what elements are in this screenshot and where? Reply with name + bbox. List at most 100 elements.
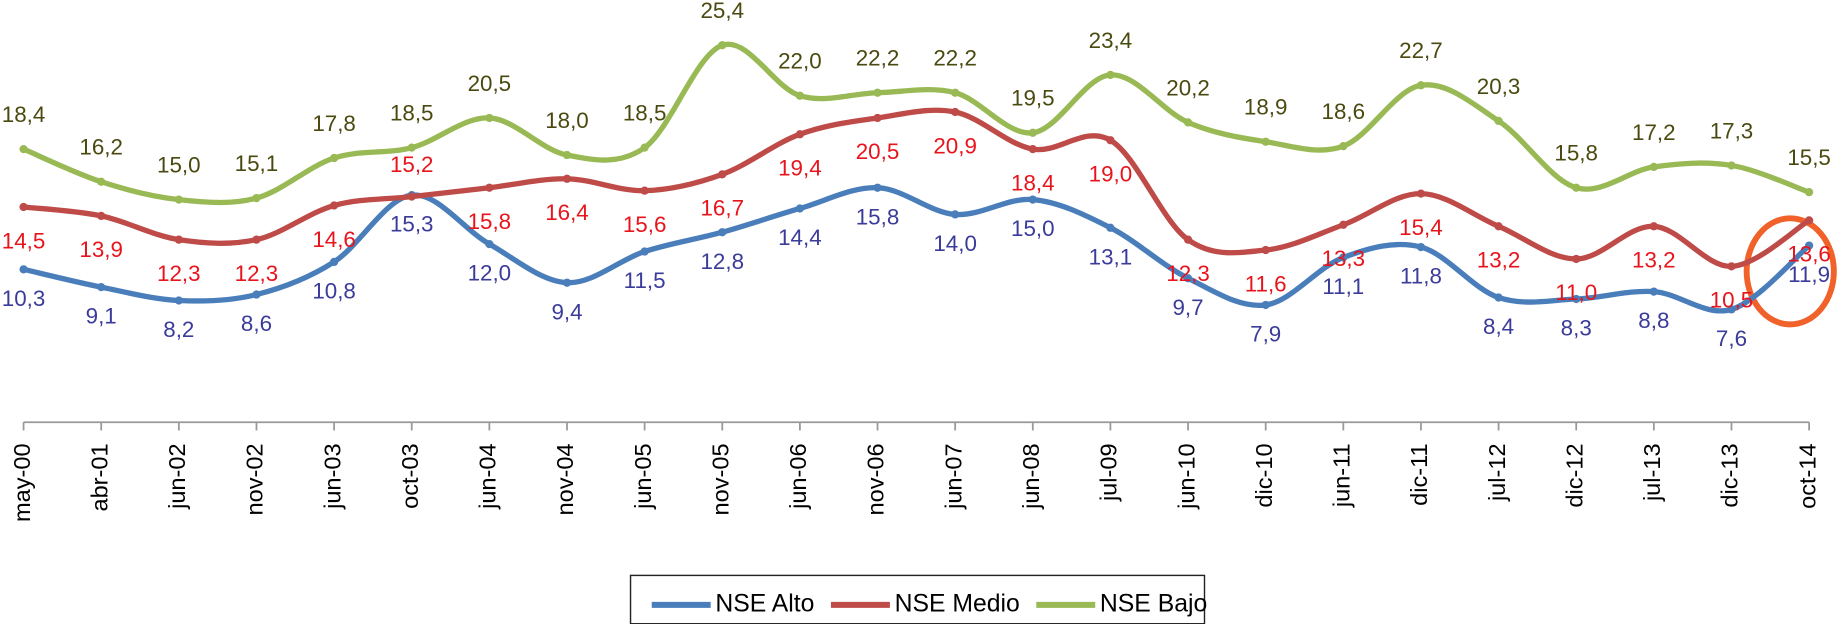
point bbox=[1416, 242, 1426, 252]
data-label: 15,1 bbox=[235, 151, 279, 176]
legend-label: NSE Bajo bbox=[1100, 590, 1207, 617]
x-tick-label: jul-12 bbox=[1484, 443, 1510, 502]
data-label: 9,4 bbox=[551, 299, 582, 324]
point bbox=[1572, 254, 1581, 264]
point bbox=[1339, 220, 1348, 229]
point bbox=[1804, 216, 1814, 225]
x-tick-label: jun-11 bbox=[1329, 443, 1355, 508]
data-label: 22,0 bbox=[778, 49, 822, 74]
point bbox=[1261, 245, 1270, 255]
point bbox=[329, 201, 339, 210]
data-label: 18,5 bbox=[390, 101, 434, 126]
data-label: 13,3 bbox=[1322, 246, 1366, 271]
data-label: 17,2 bbox=[1632, 120, 1676, 145]
data-label: 19,0 bbox=[1089, 161, 1133, 186]
data-label: 22,2 bbox=[856, 46, 900, 71]
point bbox=[1028, 195, 1037, 204]
data-label: 15,0 bbox=[157, 152, 201, 177]
legend-label: NSE Medio bbox=[895, 590, 1020, 617]
point bbox=[1028, 128, 1037, 137]
point bbox=[485, 183, 494, 192]
point bbox=[1416, 189, 1426, 198]
point bbox=[1106, 70, 1115, 80]
data-label: 11,6 bbox=[1245, 271, 1287, 296]
point bbox=[1649, 222, 1658, 231]
point bbox=[19, 265, 28, 274]
data-label: 18,4 bbox=[2, 102, 46, 127]
x-tick-label: dic-10 bbox=[1251, 443, 1277, 507]
x-tick-label: dic-13 bbox=[1717, 443, 1743, 507]
point bbox=[485, 113, 494, 123]
point bbox=[329, 257, 339, 267]
data-label: 11,1 bbox=[1322, 274, 1364, 299]
data-label: 18,9 bbox=[1244, 95, 1288, 120]
point bbox=[407, 192, 416, 201]
point bbox=[873, 183, 882, 192]
x-tick-label: jul-13 bbox=[1639, 443, 1665, 502]
data-label: 13,9 bbox=[79, 237, 123, 262]
point bbox=[97, 211, 106, 221]
data-label: 22,2 bbox=[933, 46, 977, 71]
data-label: 18,6 bbox=[1322, 99, 1366, 124]
data-label: 23,4 bbox=[1089, 28, 1133, 53]
point bbox=[97, 177, 106, 186]
data-label: 12,3 bbox=[1166, 261, 1210, 286]
x-tick-label: jun-08 bbox=[1018, 443, 1044, 510]
data-label: 12,8 bbox=[700, 249, 744, 274]
data-label: 13,1 bbox=[1089, 244, 1133, 269]
x-tick-label: jun-02 bbox=[164, 443, 190, 510]
data-label: 15,2 bbox=[390, 152, 434, 177]
point bbox=[795, 130, 805, 139]
point bbox=[718, 170, 727, 179]
data-label: 12,3 bbox=[157, 261, 201, 286]
point bbox=[718, 41, 727, 50]
point bbox=[1028, 144, 1037, 154]
data-label: 19,5 bbox=[1011, 86, 1055, 111]
data-label: 13,2 bbox=[1477, 248, 1521, 273]
data-label: 25,4 bbox=[700, 0, 744, 23]
x-tick-label: jun-06 bbox=[785, 443, 811, 510]
point bbox=[252, 193, 261, 203]
data-label: 16,4 bbox=[545, 200, 589, 225]
data-label: 14,5 bbox=[2, 228, 46, 253]
data-label: 20,2 bbox=[1166, 75, 1210, 100]
data-label: 11,9 bbox=[1788, 262, 1830, 287]
data-label: 7,9 bbox=[1250, 322, 1281, 347]
point bbox=[1494, 116, 1503, 126]
data-label: 8,2 bbox=[163, 317, 194, 342]
point bbox=[640, 186, 649, 195]
point bbox=[1649, 162, 1658, 172]
data-label: 20,5 bbox=[468, 71, 512, 96]
data-label: 14,0 bbox=[933, 231, 977, 256]
data-label: 9,7 bbox=[1172, 295, 1203, 320]
point bbox=[1804, 241, 1814, 250]
point bbox=[1572, 294, 1581, 304]
point bbox=[873, 88, 882, 97]
x-tick-label: jun-03 bbox=[319, 443, 345, 510]
data-label: 16,2 bbox=[79, 135, 123, 160]
x-tick-label: oct-03 bbox=[397, 443, 423, 509]
data-label: 11,8 bbox=[1400, 264, 1442, 289]
point bbox=[174, 235, 183, 244]
point bbox=[562, 174, 572, 183]
point bbox=[1727, 262, 1736, 271]
point bbox=[1261, 300, 1270, 310]
x-tick-label: nov-06 bbox=[863, 443, 889, 515]
data-label: 10,5 bbox=[1710, 288, 1754, 313]
point bbox=[1339, 253, 1348, 262]
point bbox=[174, 195, 183, 204]
point bbox=[1649, 287, 1658, 296]
data-label: 18,0 bbox=[545, 108, 589, 133]
point bbox=[562, 150, 572, 160]
data-label: 14,6 bbox=[312, 227, 356, 252]
x-tick-label: nov-04 bbox=[552, 443, 578, 515]
point bbox=[951, 107, 960, 117]
data-label: 15,6 bbox=[623, 212, 667, 237]
x-tick-label: dic-11 bbox=[1406, 443, 1432, 505]
data-label: 15,0 bbox=[1011, 216, 1055, 241]
x-tick-label: nov-05 bbox=[707, 443, 733, 515]
highlight-circle bbox=[1743, 215, 1837, 328]
data-label: 18,5 bbox=[623, 101, 667, 126]
data-label: 15,8 bbox=[856, 204, 900, 229]
